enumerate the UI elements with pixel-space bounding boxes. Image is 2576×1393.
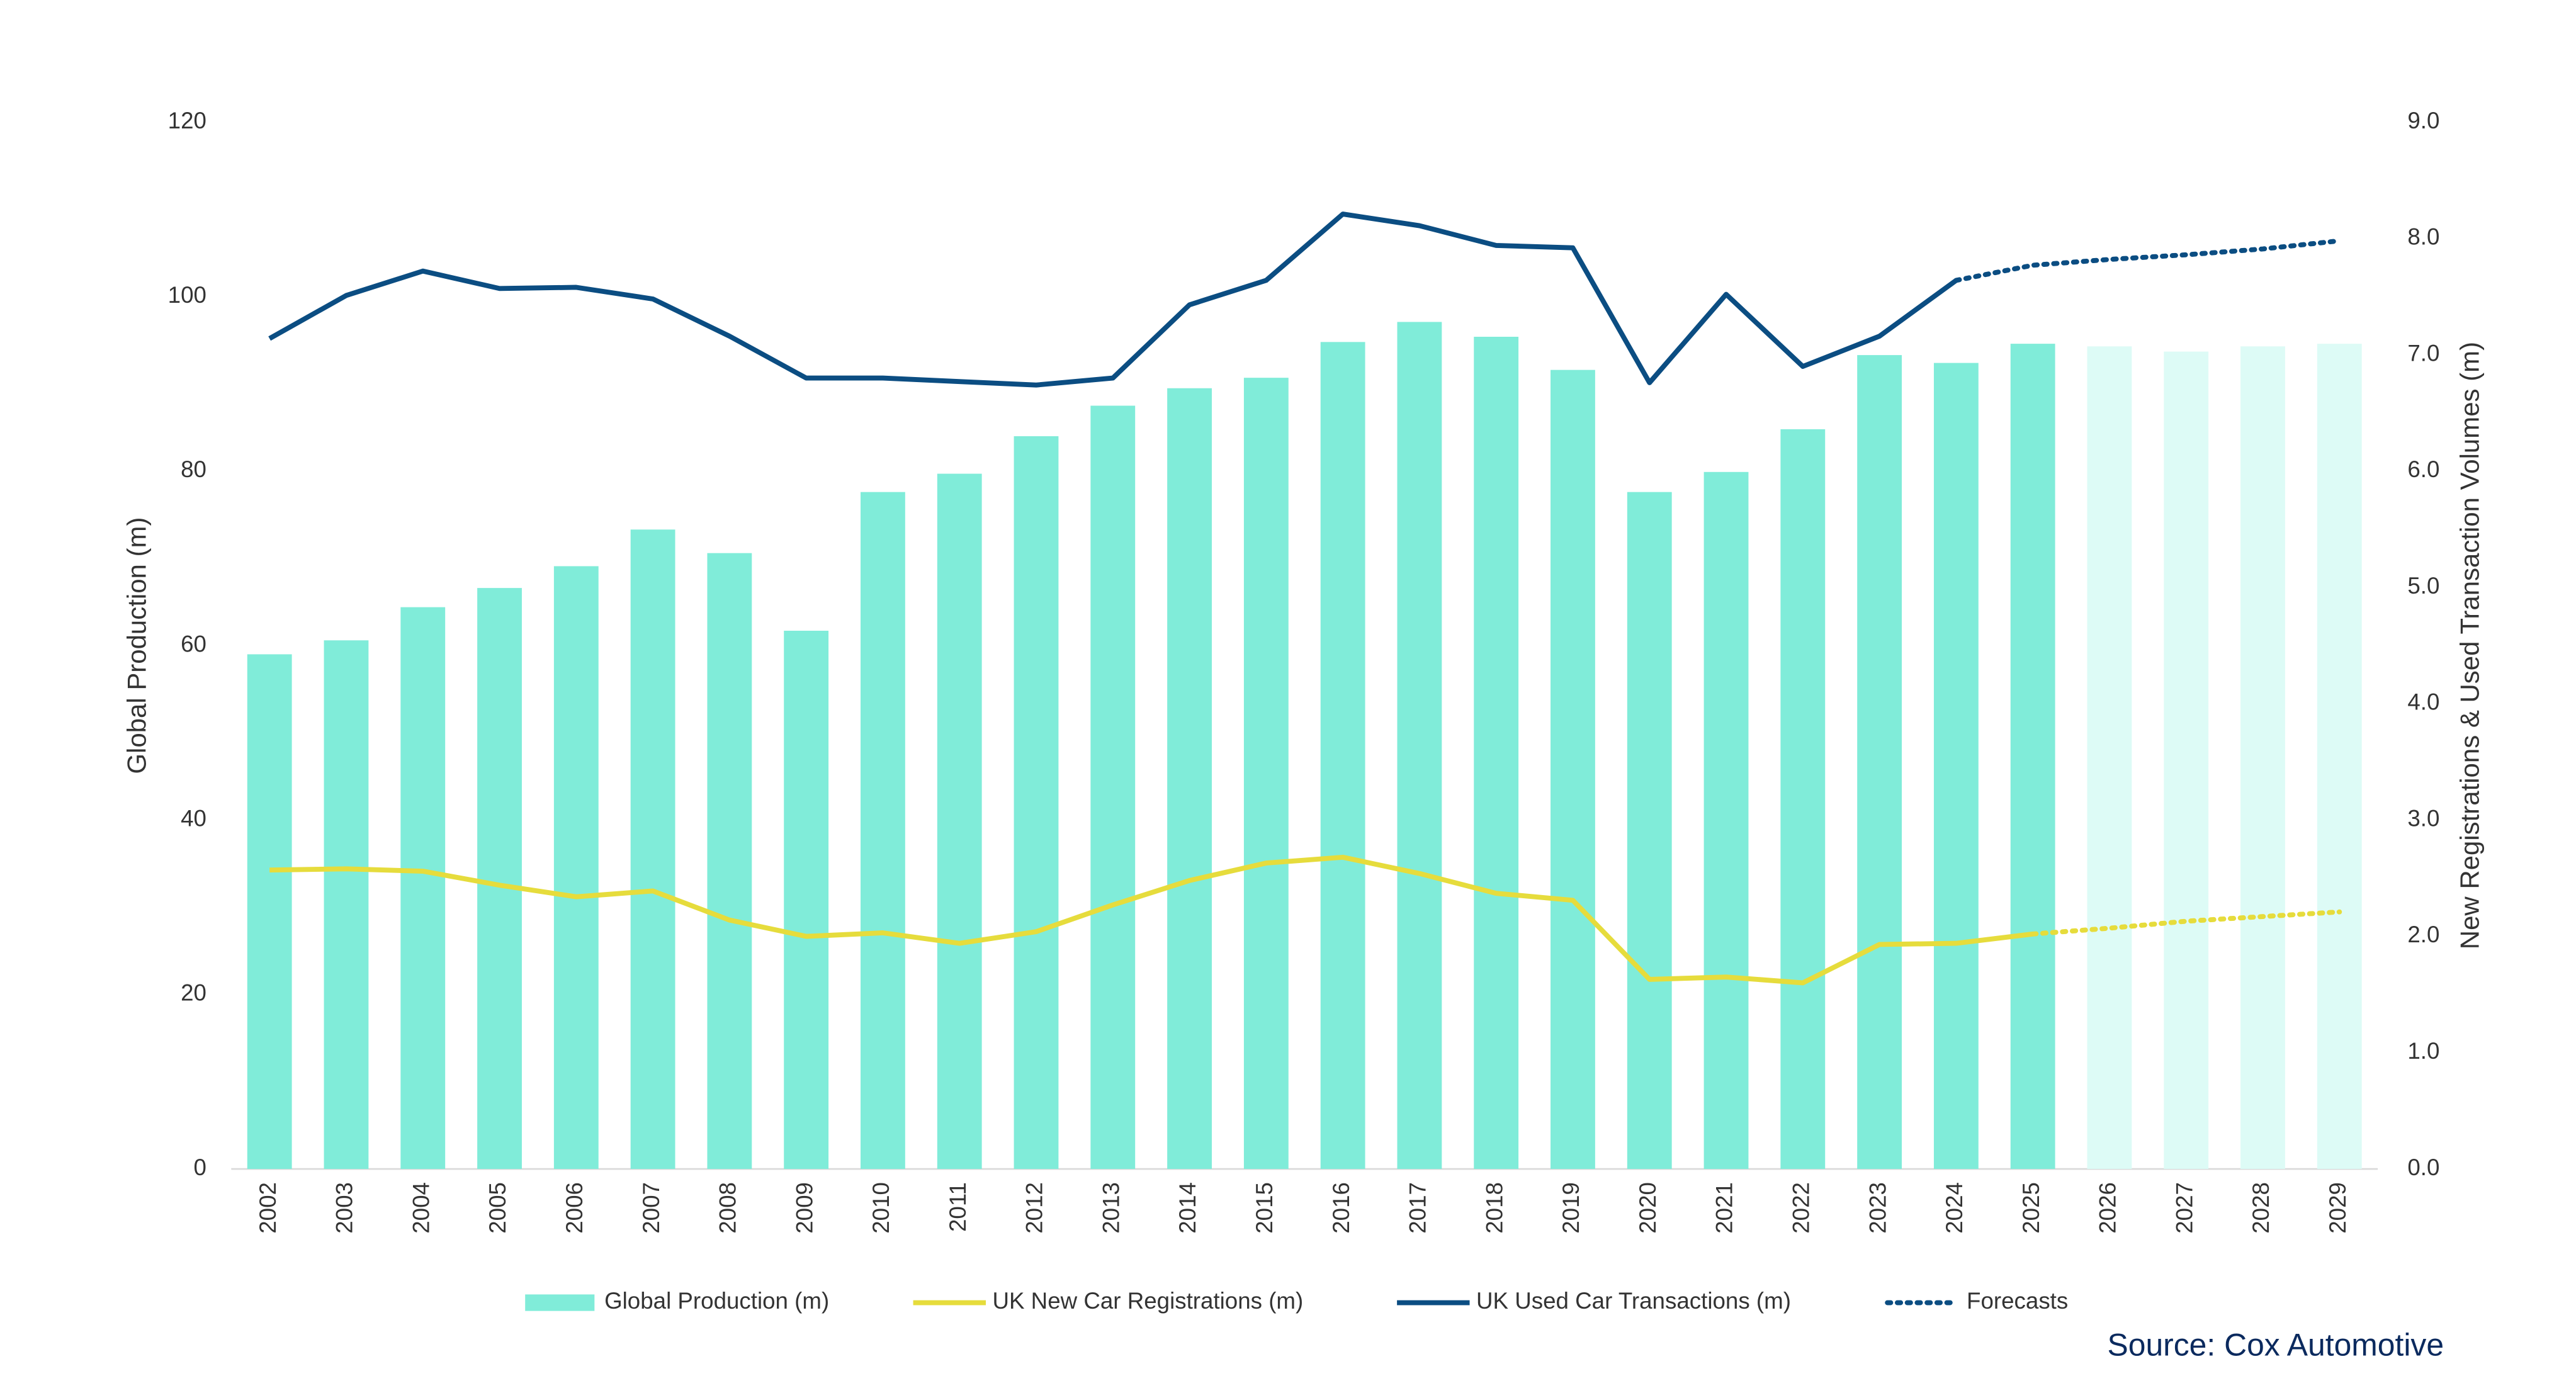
y2-tick-label: 4.0 bbox=[2407, 689, 2439, 715]
bar bbox=[1474, 337, 1519, 1170]
y-tick-label: 100 bbox=[168, 282, 206, 308]
x-tick-label: 2016 bbox=[1328, 1182, 1354, 1234]
y-axis-label: Global Production (m) bbox=[121, 517, 151, 774]
x-tick-label: 2023 bbox=[1865, 1182, 1890, 1234]
x-tick-label: 2027 bbox=[2171, 1182, 2197, 1234]
bar bbox=[784, 631, 829, 1170]
bar bbox=[2010, 344, 2055, 1170]
bar bbox=[247, 654, 292, 1170]
y-tick-label: 40 bbox=[181, 805, 206, 831]
legend-label: Forecasts bbox=[1967, 1288, 2068, 1314]
line bbox=[268, 211, 1958, 388]
forecast-bar bbox=[2164, 351, 2209, 1170]
x-tick-label: 2020 bbox=[1635, 1182, 1661, 1234]
bar bbox=[1703, 471, 1749, 1170]
y2-tick-label: 5.0 bbox=[2407, 573, 2439, 599]
y-tick-label: 20 bbox=[181, 980, 206, 1006]
bar bbox=[1780, 429, 1826, 1170]
bar bbox=[1014, 436, 1059, 1170]
bar bbox=[1243, 378, 1289, 1170]
y2-axis-label: New Registrations & Used Transaction Vol… bbox=[2455, 342, 2485, 949]
bar bbox=[1320, 342, 1365, 1170]
y2-tick-label: 8.0 bbox=[2407, 224, 2439, 250]
y-tick-label: 0 bbox=[194, 1154, 206, 1180]
bar bbox=[1551, 369, 1595, 1170]
bar bbox=[1397, 322, 1442, 1170]
line bbox=[269, 854, 2033, 986]
x-tick-label: 2009 bbox=[791, 1182, 817, 1234]
bar bbox=[553, 566, 599, 1170]
bar bbox=[1167, 388, 1212, 1170]
forecast-bar bbox=[2087, 346, 2132, 1170]
source: Source: Cox Automotive bbox=[2108, 1327, 2444, 1362]
bar bbox=[707, 553, 752, 1170]
x-tick-label: 2026 bbox=[2095, 1182, 2121, 1234]
x-tick-label: 2021 bbox=[1712, 1182, 1737, 1234]
x-tick-label: 2010 bbox=[868, 1182, 894, 1234]
x-tick-label: 2002 bbox=[255, 1182, 281, 1234]
y2-tick-label: 3.0 bbox=[2407, 805, 2439, 831]
bar bbox=[477, 588, 522, 1170]
forecast-bar bbox=[2317, 344, 2362, 1170]
bar bbox=[1090, 405, 1136, 1170]
x-tick-label: 2003 bbox=[332, 1182, 358, 1234]
legend-swatch bbox=[525, 1294, 595, 1311]
bar bbox=[1933, 363, 1979, 1170]
y2-tick-label: 2.0 bbox=[2407, 922, 2439, 947]
y2-tick-label: 0.0 bbox=[2407, 1154, 2439, 1180]
forecast-bar bbox=[2240, 346, 2285, 1170]
bar bbox=[400, 607, 446, 1170]
legend-label: Global Production (m) bbox=[604, 1288, 829, 1314]
x-tick-label: 2005 bbox=[485, 1182, 511, 1234]
bar bbox=[630, 529, 675, 1170]
x-tick-label: 2006 bbox=[562, 1182, 587, 1234]
x-tick-label: 2018 bbox=[1481, 1182, 1507, 1234]
y2-tick-label: 6.0 bbox=[2407, 456, 2439, 482]
y2-tick-label: 1.0 bbox=[2407, 1038, 2439, 1064]
y-tick-label: 60 bbox=[181, 631, 206, 657]
x-tick-label: 2022 bbox=[1788, 1182, 1814, 1234]
bar bbox=[1857, 355, 1902, 1170]
legend-label: UK New Car Registrations (m) bbox=[992, 1288, 1303, 1314]
forecast-line bbox=[2030, 909, 2342, 937]
y2-tick-label: 9.0 bbox=[2407, 108, 2439, 133]
x-tick-label: 2024 bbox=[1941, 1182, 1967, 1234]
x-tick-label: 2025 bbox=[2018, 1182, 2044, 1234]
x-tick-label: 2008 bbox=[715, 1182, 741, 1234]
bar bbox=[937, 473, 982, 1170]
bar bbox=[861, 492, 905, 1170]
forecast-line bbox=[1953, 238, 2342, 283]
x-tick-label: 2029 bbox=[2325, 1182, 2351, 1234]
y-tick-label: 120 bbox=[168, 108, 206, 133]
x-tick-label: 2011 bbox=[945, 1182, 971, 1232]
bar bbox=[1627, 492, 1672, 1170]
x-tick-label: 2019 bbox=[1558, 1182, 1584, 1234]
x-tick-label: 2015 bbox=[1251, 1182, 1277, 1234]
x-tick-label: 2017 bbox=[1405, 1182, 1431, 1234]
x-tick-label: 2004 bbox=[408, 1182, 434, 1234]
x-tick-label: 2028 bbox=[2248, 1182, 2274, 1234]
x-tick-label: 2014 bbox=[1175, 1182, 1200, 1234]
x-tick-label: 2007 bbox=[638, 1182, 664, 1234]
bar bbox=[324, 640, 369, 1170]
legend-label: UK Used Car Transactions (m) bbox=[1476, 1288, 1791, 1314]
x-tick-label: 2013 bbox=[1098, 1182, 1124, 1234]
x-tick-label: 2012 bbox=[1022, 1182, 1048, 1234]
y2-tick-label: 7.0 bbox=[2407, 340, 2439, 366]
y-tick-label: 80 bbox=[181, 456, 206, 482]
